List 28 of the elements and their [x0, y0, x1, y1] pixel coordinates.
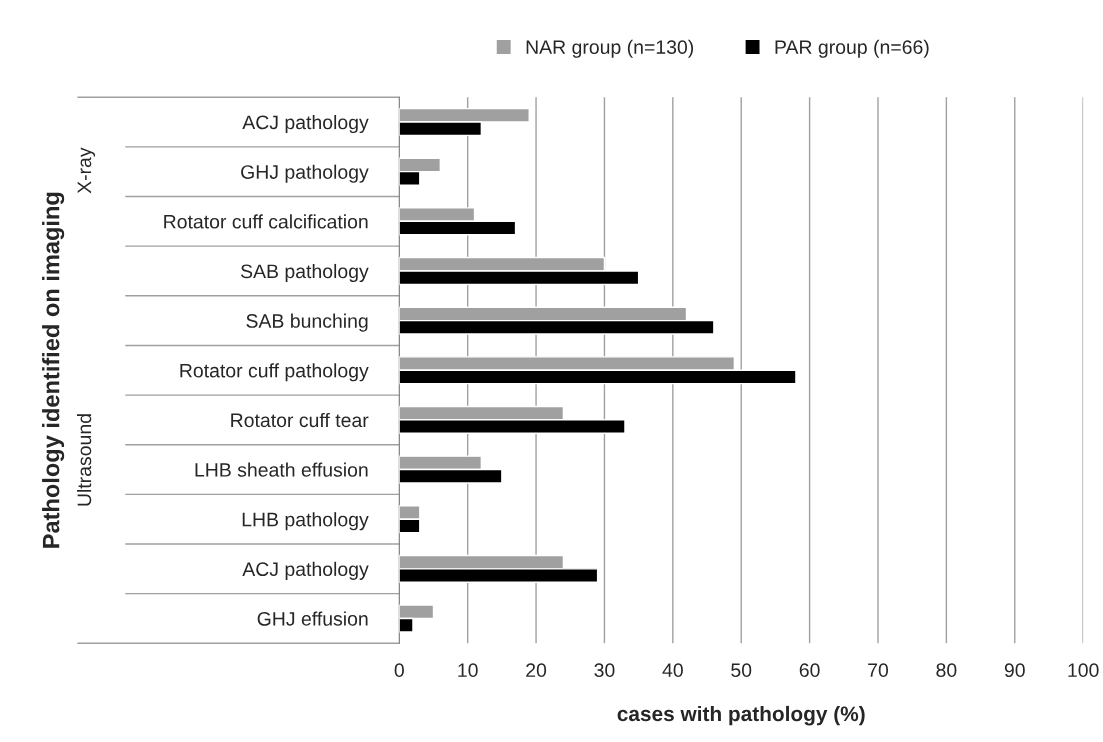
y-axis-title: Pathology identified on imaging: [42, 192, 65, 548]
x-tick-label: 10: [458, 663, 478, 678]
x-tick-label: 30: [594, 663, 615, 678]
y-tick-label: SAB bunching: [246, 313, 368, 332]
y-tick-label: Rotator cuff pathology: [180, 363, 369, 382]
x-tick-label: 90: [1004, 663, 1025, 678]
text: X-ray: [77, 147, 96, 194]
y-tick-label: SAB pathology: [240, 263, 369, 283]
x-tick-label: 50: [731, 663, 752, 678]
x-tick-label: 40: [662, 663, 683, 678]
x-tick-label: 100: [1068, 663, 1099, 678]
legend-label: NAR group (n=130): [526, 39, 694, 58]
x-tick-label: 80: [936, 663, 957, 678]
x-tick-label: 70: [868, 663, 889, 678]
y-tick-label: LHB pathology: [242, 512, 369, 531]
y-tick-label: GHJ effusion: [257, 611, 368, 626]
y-tick-label: Rotator cuff tear: [231, 412, 369, 428]
x-tick-label: 0: [394, 663, 404, 678]
y-tick-label: Rotator cuff calcification: [164, 214, 368, 229]
x-tick-label: 60: [799, 663, 820, 678]
x-tick-label: 20: [526, 663, 547, 678]
y-tick-label: ACJ pathology: [242, 561, 369, 580]
y-tick-label: GHJ pathology: [241, 164, 369, 183]
y-tick-label: ACJ pathology: [242, 114, 369, 134]
legend-label: PAR group (n=66): [775, 39, 929, 58]
text: Ultrasound: [76, 414, 92, 506]
x-axis-title: cases with pathology (%): [617, 705, 865, 726]
y-tick-label: LHB sheath effusion: [195, 462, 368, 477]
